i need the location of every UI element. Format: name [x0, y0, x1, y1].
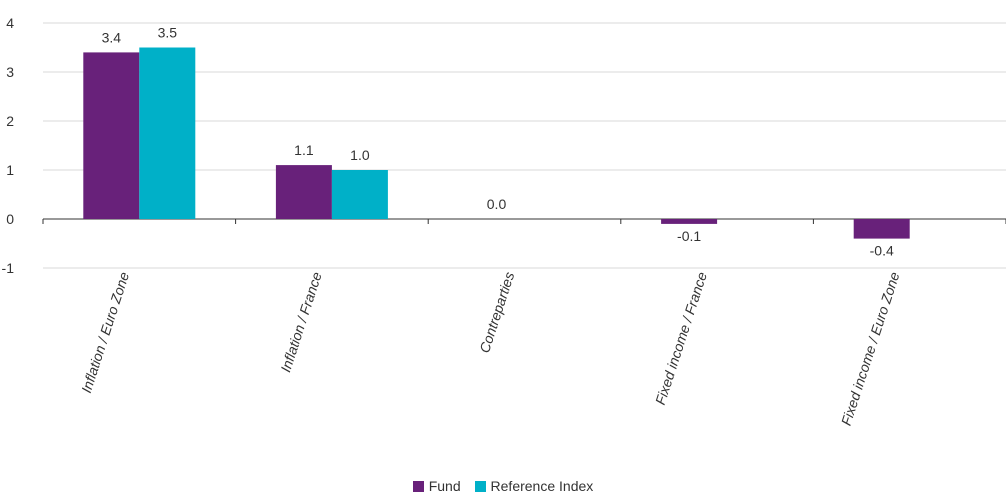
data-label-fund: -0.1 — [677, 228, 701, 244]
bar-fund — [275, 165, 332, 219]
bar-reference-index — [331, 170, 388, 219]
category-label: Fixed income / Euro Zone — [838, 270, 903, 428]
legend-swatch-fund — [412, 480, 424, 492]
data-label-reference-index: 1.0 — [350, 147, 370, 163]
bar-fund — [83, 52, 140, 220]
legend: Fund Reference Index — [0, 478, 1006, 495]
y-tick-label: 1 — [6, 162, 14, 178]
data-label-fund: 1.1 — [294, 142, 314, 158]
bar-chart: -1 0 1 2 3 4 3.4 3.5 Inflation / Euro Zone 1.1 1.0… — [2, 15, 1006, 428]
category-label: Inflation / France — [277, 270, 325, 374]
legend-item-reference-index: Reference Index — [474, 478, 594, 494]
bar-fund — [853, 219, 910, 239]
y-tick-label: 2 — [6, 113, 14, 129]
legend-swatch-reference-index — [474, 480, 486, 492]
y-tick-label: 3 — [6, 64, 14, 80]
y-tick-label: 4 — [6, 15, 14, 31]
data-label-fund: 0.0 — [487, 196, 507, 212]
legend-label-reference-index: Reference Index — [490, 478, 594, 494]
data-label-fund: 3.4 — [102, 29, 122, 45]
data-label-fund: -0.4 — [870, 243, 894, 259]
data-label-reference-index: 3.5 — [158, 25, 178, 41]
y-tick-label: 0 — [6, 211, 14, 227]
category-label: Fixed income / France — [652, 270, 710, 407]
legend-label-fund: Fund — [428, 478, 461, 494]
legend-item-fund: Fund — [412, 478, 461, 494]
bar-fund — [661, 219, 718, 224]
category-label: Inflation / Euro Zone — [78, 270, 132, 395]
y-tick-label: -1 — [2, 260, 15, 276]
category-label: Contreparties — [476, 270, 517, 355]
bar-reference-index — [139, 47, 196, 219]
